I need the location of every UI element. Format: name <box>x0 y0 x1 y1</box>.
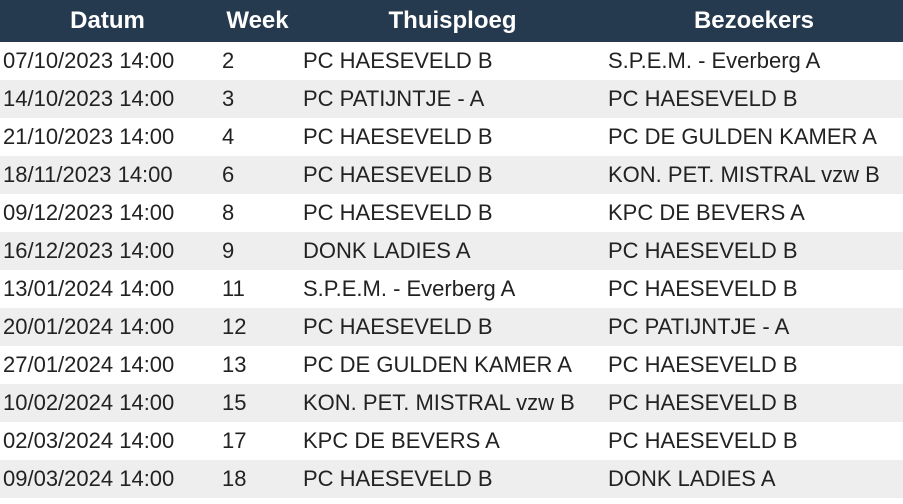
header-row: Datum Week Thuisploeg Bezoekers <box>0 0 903 42</box>
cell-bezoekers: PC PATIJNTJE - A <box>605 308 903 346</box>
cell-week: 9 <box>215 232 300 270</box>
cell-datum: 02/03/2024 14:00 <box>0 422 215 460</box>
cell-bezoekers: PC HAESEVELD B <box>605 422 903 460</box>
column-header-thuisploeg: Thuisploeg <box>300 0 605 42</box>
cell-thuisploeg: PC HAESEVELD B <box>300 308 605 346</box>
cell-datum: 27/01/2024 14:00 <box>0 346 215 384</box>
cell-datum: 10/02/2024 14:00 <box>0 384 215 422</box>
table-row: 14/10/2023 14:00 3 PC PATIJNTJE - A PC HAES… <box>0 80 903 118</box>
cell-bezoekers: KPC DE BEVERS A <box>605 194 903 232</box>
cell-datum: 21/10/2023 14:00 <box>0 118 215 156</box>
column-header-datum: Datum <box>0 0 215 42</box>
cell-thuisploeg: PC PATIJNTJE - A <box>300 80 605 118</box>
column-header-bezoekers: Bezoekers <box>605 0 903 42</box>
cell-bezoekers: KON. PET. MISTRAL vzw B <box>605 156 903 194</box>
table-row: 20/01/2024 14:00 12 PC HAESEVELD B PC PATIJ… <box>0 308 903 346</box>
cell-thuisploeg: PC HAESEVELD B <box>300 194 605 232</box>
cell-thuisploeg: S.P.E.M. - Everberg A <box>300 270 605 308</box>
cell-week: 11 <box>215 270 300 308</box>
cell-bezoekers: PC HAESEVELD B <box>605 270 903 308</box>
cell-thuisploeg: KON. PET. MISTRAL vzw B <box>300 384 605 422</box>
table-row: 09/03/2024 14:00 18 PC HAESEVELD B DONK LAD… <box>0 460 903 498</box>
cell-bezoekers: PC HAESEVELD B <box>605 232 903 270</box>
table-row: 16/12/2023 14:00 9 DONK LADIES A PC HAESEVE… <box>0 232 903 270</box>
cell-thuisploeg: PC DE GULDEN KAMER A <box>300 346 605 384</box>
cell-week: 13 <box>215 346 300 384</box>
cell-datum: 14/10/2023 14:00 <box>0 80 215 118</box>
cell-week: 4 <box>215 118 300 156</box>
cell-week: 2 <box>215 42 300 80</box>
cell-week: 18 <box>215 460 300 498</box>
cell-thuisploeg: PC HAESEVELD B <box>300 118 605 156</box>
table-row: 18/11/2023 14:00 6 PC HAESEVELD B KON. PET.… <box>0 156 903 194</box>
cell-bezoekers: DONK LADIES A <box>605 460 903 498</box>
column-header-week: Week <box>215 0 300 42</box>
table-row: 21/10/2023 14:00 4 PC HAESEVELD B PC DE GUL… <box>0 118 903 156</box>
table-body: 07/10/2023 14:00 2 PC HAESEVELD B S.P.E.M. … <box>0 42 903 498</box>
cell-thuisploeg: PC HAESEVELD B <box>300 460 605 498</box>
cell-bezoekers: PC HAESEVELD B <box>605 80 903 118</box>
table-row: 02/03/2024 14:00 17 KPC DE BEVERS A PC HAES… <box>0 422 903 460</box>
cell-bezoekers: S.P.E.M. - Everberg A <box>605 42 903 80</box>
cell-week: 6 <box>215 156 300 194</box>
cell-datum: 09/03/2024 14:00 <box>0 460 215 498</box>
cell-bezoekers: PC DE GULDEN KAMER A <box>605 118 903 156</box>
cell-week: 17 <box>215 422 300 460</box>
cell-thuisploeg: DONK LADIES A <box>300 232 605 270</box>
cell-week: 3 <box>215 80 300 118</box>
table-row: 07/10/2023 14:00 2 PC HAESEVELD B S.P.E.M. … <box>0 42 903 80</box>
cell-datum: 16/12/2023 14:00 <box>0 232 215 270</box>
table-header: Datum Week Thuisploeg Bezoekers <box>0 0 903 42</box>
cell-datum: 20/01/2024 14:00 <box>0 308 215 346</box>
cell-thuisploeg: KPC DE BEVERS A <box>300 422 605 460</box>
cell-bezoekers: PC HAESEVELD B <box>605 346 903 384</box>
cell-thuisploeg: PC HAESEVELD B <box>300 156 605 194</box>
table-row: 10/02/2024 14:00 15 KON. PET. MISTRAL vzw … <box>0 384 903 422</box>
cell-bezoekers: PC HAESEVELD B <box>605 384 903 422</box>
cell-datum: 09/12/2023 14:00 <box>0 194 215 232</box>
cell-datum: 07/10/2023 14:00 <box>0 42 215 80</box>
cell-datum: 13/01/2024 14:00 <box>0 270 215 308</box>
cell-week: 15 <box>215 384 300 422</box>
table-row: 09/12/2023 14:00 8 PC HAESEVELD B KPC DE BE… <box>0 194 903 232</box>
table-row: 27/01/2024 14:00 13 PC DE GULDEN KAMER A PC… <box>0 346 903 384</box>
cell-datum: 18/11/2023 14:00 <box>0 156 215 194</box>
cell-thuisploeg: PC HAESEVELD B <box>300 42 605 80</box>
cell-week: 8 <box>215 194 300 232</box>
cell-week: 12 <box>215 308 300 346</box>
